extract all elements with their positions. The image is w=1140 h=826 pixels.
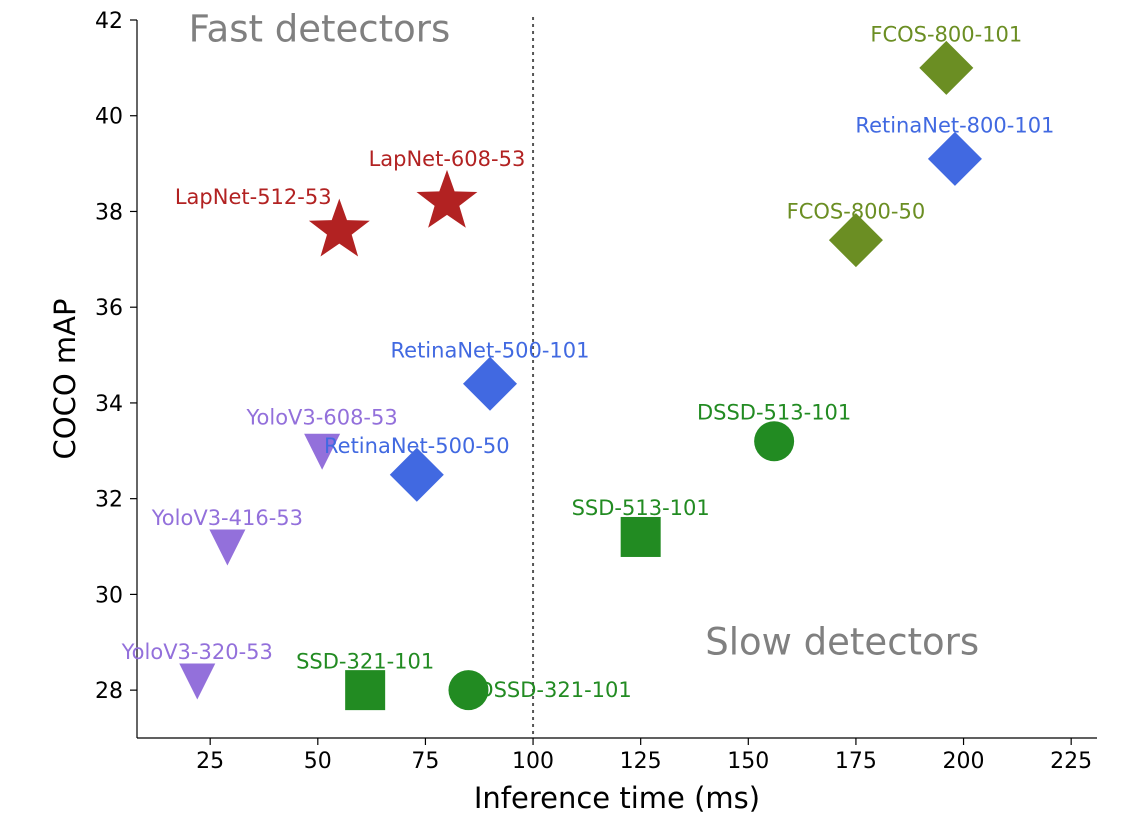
x-tick-label-175: 175: [835, 749, 877, 774]
y-tick-label-38: 38: [95, 200, 123, 225]
point-lapnet-512-53: [308, 198, 370, 257]
x-tick-label-50: 50: [304, 749, 332, 774]
x-tick-label-25: 25: [196, 749, 224, 774]
label-fcos-800-50: FCOS-800-50: [787, 199, 926, 223]
label-ssd-513-101: SSD-513-101: [572, 496, 710, 520]
x-tick-label-100: 100: [512, 749, 554, 774]
point-labels: LapNet-512-53 LapNet-608-53 YoloV3-608-53 Y…: [121, 22, 1055, 702]
point-ssd-321-101: [345, 670, 386, 711]
point-yolov3-416-53: [209, 529, 246, 566]
x-axis-label: Inference time (ms): [474, 781, 760, 815]
label-dssd-321-101: DSSD-321-101: [477, 678, 631, 702]
x-tick-label-75: 75: [411, 749, 439, 774]
point-ssd-513-101: [620, 516, 661, 557]
label-retinanet-800-101: RetinaNet-800-101: [855, 113, 1054, 137]
y-tick-label-40: 40: [95, 105, 123, 130]
y-tick-label-36: 36: [95, 296, 123, 321]
point-fcos-800-50: [828, 213, 883, 268]
y-tick-label-30: 30: [95, 583, 123, 608]
point-fcos-800-101: [919, 40, 974, 95]
x-tick-label-150: 150: [727, 749, 769, 774]
x-tick-label-125: 125: [620, 749, 662, 774]
label-dssd-513-101: DSSD-513-101: [697, 401, 851, 425]
region-fast-detectors: Fast detectors: [189, 8, 451, 51]
point-dssd-321-101: [448, 670, 489, 711]
y-tick-label-32: 32: [95, 488, 123, 513]
data-points: [179, 40, 982, 711]
point-retinanet-800-101: [927, 131, 982, 186]
point-lapnet-608-53: [416, 169, 478, 228]
label-retinanet-500-50: RetinaNet-500-50: [324, 434, 510, 458]
label-lapnet-512-53: LapNet-512-53: [175, 185, 332, 209]
point-yolov3-608-53: [304, 433, 341, 470]
point-retinanet-500-101: [463, 356, 518, 411]
x-tick-label-200: 200: [943, 749, 985, 774]
label-yolov3-416-53: YoloV3-416-53: [151, 506, 303, 530]
label-yolov3-320-53: YoloV3-320-53: [121, 640, 273, 664]
point-yolov3-320-53: [179, 663, 216, 700]
label-ssd-321-101: SSD-321-101: [296, 649, 434, 673]
y-tick-label-42: 42: [95, 9, 123, 34]
y-tick-label-34: 34: [95, 392, 123, 417]
label-yolov3-608-53: YoloV3-608-53: [245, 405, 397, 429]
y-axis-label: COCO mAP: [48, 299, 82, 460]
label-retinanet-500-101: RetinaNet-500-101: [391, 338, 590, 362]
point-dssd-513-101: [754, 421, 795, 462]
region-slow-detectors: Slow detectors: [705, 620, 979, 663]
label-fcos-800-101: FCOS-800-101: [870, 22, 1022, 46]
x-tick-label-225: 225: [1050, 749, 1092, 774]
region-labels: Fast detectors Slow detectors: [189, 8, 980, 664]
label-lapnet-608-53: LapNet-608-53: [369, 147, 526, 171]
y-tick-label-28: 28: [95, 679, 123, 704]
point-retinanet-500-50: [389, 447, 444, 502]
axes: 25 50 75 100 125 150 175 200 225 28 30 32 34 36 38 40 42: [95, 9, 1097, 774]
